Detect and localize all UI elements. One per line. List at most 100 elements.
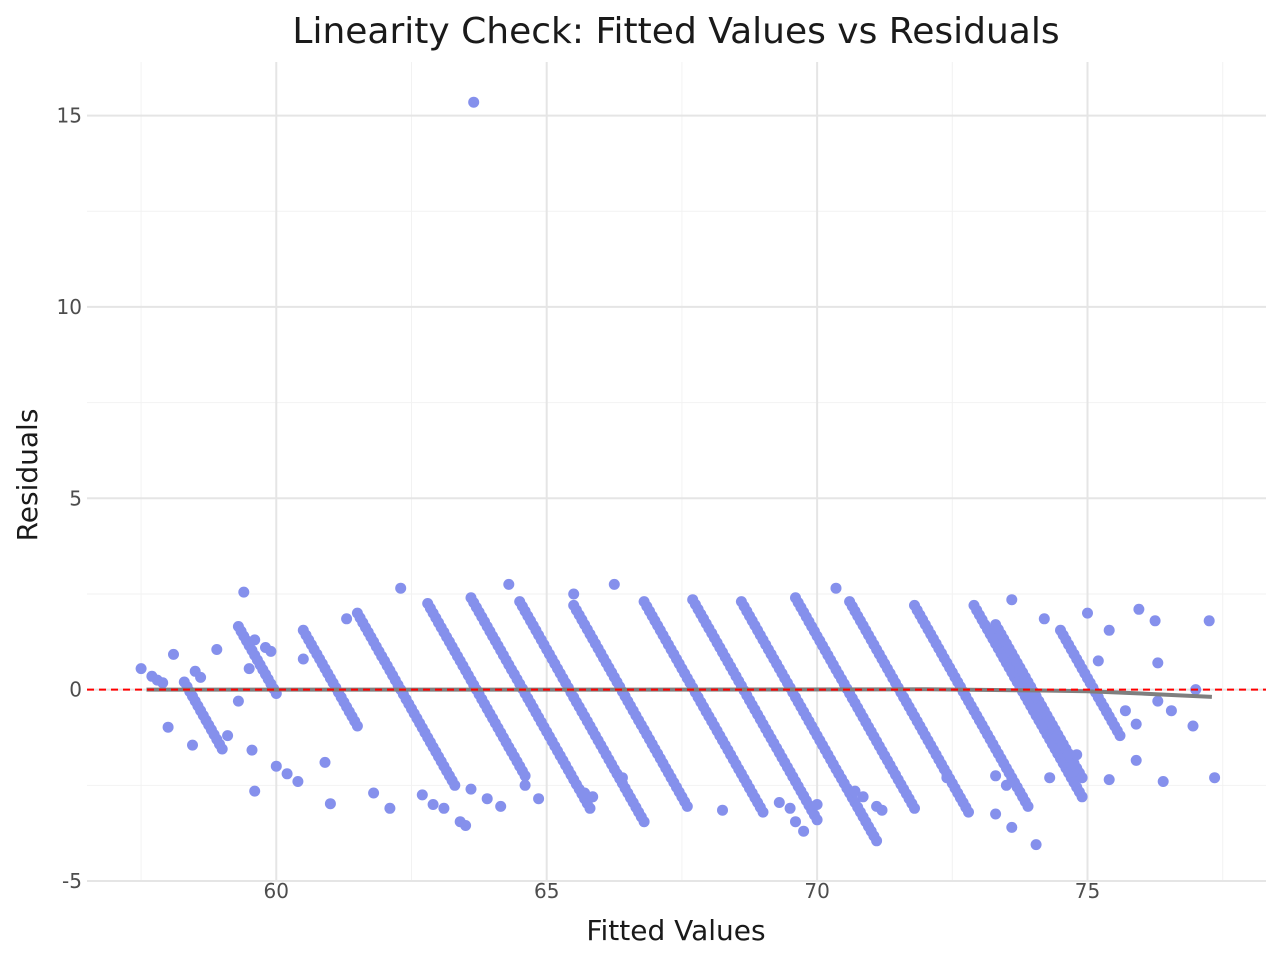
data-point xyxy=(216,743,228,755)
data-point xyxy=(963,806,974,818)
data-point xyxy=(941,772,953,784)
y-axis-title: Residuals xyxy=(11,409,44,542)
reference-lines xyxy=(87,687,1266,699)
data-point xyxy=(162,721,174,733)
data-point xyxy=(1119,705,1131,717)
data-points xyxy=(135,96,1221,851)
data-point xyxy=(798,825,810,837)
data-point xyxy=(1076,791,1088,803)
data-point xyxy=(1038,613,1050,625)
data-point xyxy=(784,802,796,814)
data-point xyxy=(990,770,1002,782)
x-tick-label: 60 xyxy=(264,879,289,903)
data-point xyxy=(871,835,883,847)
data-point xyxy=(811,814,823,826)
data-point xyxy=(449,779,461,791)
y-tick-label: -5 xyxy=(62,869,82,893)
data-point xyxy=(830,582,842,594)
data-point xyxy=(427,799,439,810)
data-point xyxy=(533,793,545,805)
data-point xyxy=(587,791,599,803)
data-point xyxy=(519,779,531,791)
data-point xyxy=(1187,720,1199,732)
x-axis-title: Fitted Values xyxy=(586,914,765,947)
data-point xyxy=(351,720,363,732)
data-point xyxy=(195,671,207,683)
data-point xyxy=(438,802,450,814)
data-point xyxy=(1082,607,1093,619)
data-point xyxy=(135,663,147,675)
data-point xyxy=(1149,615,1161,627)
data-point xyxy=(238,586,250,598)
data-point xyxy=(243,663,255,675)
data-point xyxy=(319,756,331,768)
data-point xyxy=(616,772,628,784)
x-tick-label: 70 xyxy=(804,879,829,903)
data-point xyxy=(232,695,244,707)
data-point xyxy=(1152,695,1164,707)
data-point xyxy=(1157,776,1169,787)
data-point xyxy=(1076,772,1088,784)
data-point xyxy=(519,770,531,782)
data-point xyxy=(222,730,234,742)
data-point xyxy=(168,648,179,660)
data-point xyxy=(281,768,293,780)
data-point xyxy=(324,798,336,810)
data-point xyxy=(1114,730,1126,742)
y-tick-label: 15 xyxy=(57,104,82,128)
data-point xyxy=(1022,800,1034,812)
data-point xyxy=(811,799,823,810)
data-point xyxy=(249,634,261,646)
data-point xyxy=(1092,655,1104,667)
data-point xyxy=(246,744,258,756)
data-point xyxy=(468,96,480,108)
y-tick-label: 0 xyxy=(69,678,82,702)
data-point xyxy=(211,644,223,655)
data-point xyxy=(638,816,650,828)
y-tick-label: 10 xyxy=(57,295,82,319)
data-point xyxy=(773,797,785,808)
data-point xyxy=(681,800,693,812)
data-point xyxy=(265,645,277,657)
data-point xyxy=(1006,821,1018,833)
data-point xyxy=(1000,779,1012,791)
data-point xyxy=(341,613,353,625)
data-point xyxy=(584,802,596,814)
data-point xyxy=(297,653,309,665)
data-point xyxy=(990,808,1002,820)
data-point xyxy=(1209,772,1221,784)
data-point xyxy=(909,802,920,814)
x-axis-ticks: 60 65 70 75 xyxy=(264,879,1101,903)
data-point xyxy=(1030,839,1042,851)
data-point xyxy=(876,804,888,816)
data-point xyxy=(717,804,728,816)
data-point xyxy=(384,802,396,814)
data-point xyxy=(1044,772,1056,784)
data-point xyxy=(568,588,580,600)
data-point xyxy=(368,787,380,799)
data-point xyxy=(395,582,407,594)
data-point xyxy=(1071,749,1083,761)
chart-title: Linearity Check: Fitted Values vs Residu… xyxy=(292,11,1059,52)
data-point xyxy=(503,578,515,590)
x-tick-label: 75 xyxy=(1075,879,1100,903)
data-point xyxy=(1130,754,1142,766)
data-point xyxy=(1203,615,1215,627)
data-point xyxy=(481,793,493,805)
data-point xyxy=(465,783,477,795)
data-point xyxy=(1152,657,1164,669)
data-point xyxy=(790,816,801,828)
data-point xyxy=(1006,594,1018,606)
data-point xyxy=(757,806,769,818)
data-point xyxy=(460,820,472,831)
data-point xyxy=(1165,705,1177,717)
y-tick-label: 5 xyxy=(69,486,82,510)
data-point xyxy=(157,677,169,689)
data-point xyxy=(1103,624,1115,636)
data-point xyxy=(187,739,198,751)
data-point xyxy=(1133,603,1145,615)
data-point xyxy=(495,800,507,812)
y-axis-ticks: -5 0 5 10 15 xyxy=(57,104,82,893)
